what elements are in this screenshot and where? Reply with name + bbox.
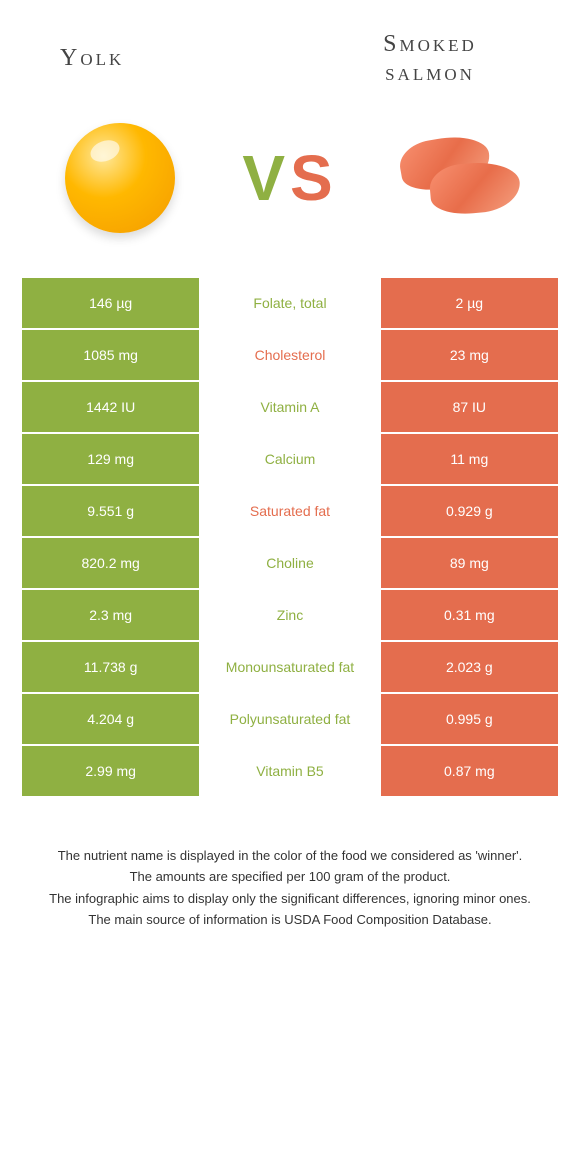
vs-v-letter: V bbox=[242, 142, 290, 214]
right-value: 0.929 g bbox=[381, 486, 558, 536]
vs-text: VS bbox=[242, 141, 337, 215]
nutrient-name: Cholesterol bbox=[201, 330, 378, 380]
left-value: 9.551 g bbox=[22, 486, 199, 536]
table-row: 2.3 mgZinc0.31 mg bbox=[22, 590, 558, 640]
left-value: 146 µg bbox=[22, 278, 199, 328]
left-value: 2.99 mg bbox=[22, 746, 199, 796]
left-food-title: Yolk bbox=[60, 44, 124, 73]
right-value: 89 mg bbox=[381, 538, 558, 588]
table-row: 820.2 mgCholine89 mg bbox=[22, 538, 558, 588]
nutrient-name: Folate, total bbox=[201, 278, 378, 328]
nutrient-name: Polyunsaturated fat bbox=[201, 694, 378, 744]
nutrient-name: Choline bbox=[201, 538, 378, 588]
nutrient-name: Monounsaturated fat bbox=[201, 642, 378, 692]
table-row: 2.99 mgVitamin B50.87 mg bbox=[22, 746, 558, 796]
yolk-image bbox=[50, 118, 190, 238]
left-value: 820.2 mg bbox=[22, 538, 199, 588]
nutrient-name: Vitamin A bbox=[201, 382, 378, 432]
left-value: 11.738 g bbox=[22, 642, 199, 692]
vs-row: VS bbox=[20, 118, 560, 278]
table-row: 9.551 gSaturated fat0.929 g bbox=[22, 486, 558, 536]
right-value: 2.023 g bbox=[381, 642, 558, 692]
footer: The nutrient name is displayed in the co… bbox=[20, 796, 560, 930]
table-row: 4.204 gPolyunsaturated fat0.995 g bbox=[22, 694, 558, 744]
right-value: 23 mg bbox=[381, 330, 558, 380]
table-row: 1442 IUVitamin A87 IU bbox=[22, 382, 558, 432]
nutrient-name: Calcium bbox=[201, 434, 378, 484]
left-value: 1085 mg bbox=[22, 330, 199, 380]
nutrient-name: Saturated fat bbox=[201, 486, 378, 536]
salmon-shape bbox=[395, 133, 525, 223]
left-value: 1442 IU bbox=[22, 382, 199, 432]
footer-line-2: The amounts are specified per 100 gram o… bbox=[30, 867, 550, 887]
table-row: 129 mgCalcium11 mg bbox=[22, 434, 558, 484]
yolk-shape bbox=[65, 123, 175, 233]
table-row: 11.738 gMonounsaturated fat2.023 g bbox=[22, 642, 558, 692]
footer-line-4: The main source of information is USDA F… bbox=[30, 910, 550, 930]
right-food-title: Smoked salmon bbox=[340, 30, 520, 88]
right-value: 0.995 g bbox=[381, 694, 558, 744]
salmon-image bbox=[390, 118, 530, 238]
right-value: 0.31 mg bbox=[381, 590, 558, 640]
right-value: 11 mg bbox=[381, 434, 558, 484]
right-value: 87 IU bbox=[381, 382, 558, 432]
left-value: 2.3 mg bbox=[22, 590, 199, 640]
footer-line-1: The nutrient name is displayed in the co… bbox=[30, 846, 550, 866]
footer-line-3: The infographic aims to display only the… bbox=[30, 889, 550, 909]
left-value: 129 mg bbox=[22, 434, 199, 484]
right-value: 0.87 mg bbox=[381, 746, 558, 796]
header: Yolk Smoked salmon bbox=[20, 20, 560, 118]
table-row: 146 µgFolate, total2 µg bbox=[22, 278, 558, 328]
nutrient-table: 146 µgFolate, total2 µg1085 mgCholestero… bbox=[20, 278, 560, 796]
nutrient-name: Zinc bbox=[201, 590, 378, 640]
left-value: 4.204 g bbox=[22, 694, 199, 744]
nutrient-name: Vitamin B5 bbox=[201, 746, 378, 796]
table-row: 1085 mgCholesterol23 mg bbox=[22, 330, 558, 380]
vs-s-letter: S bbox=[290, 142, 338, 214]
right-value: 2 µg bbox=[381, 278, 558, 328]
